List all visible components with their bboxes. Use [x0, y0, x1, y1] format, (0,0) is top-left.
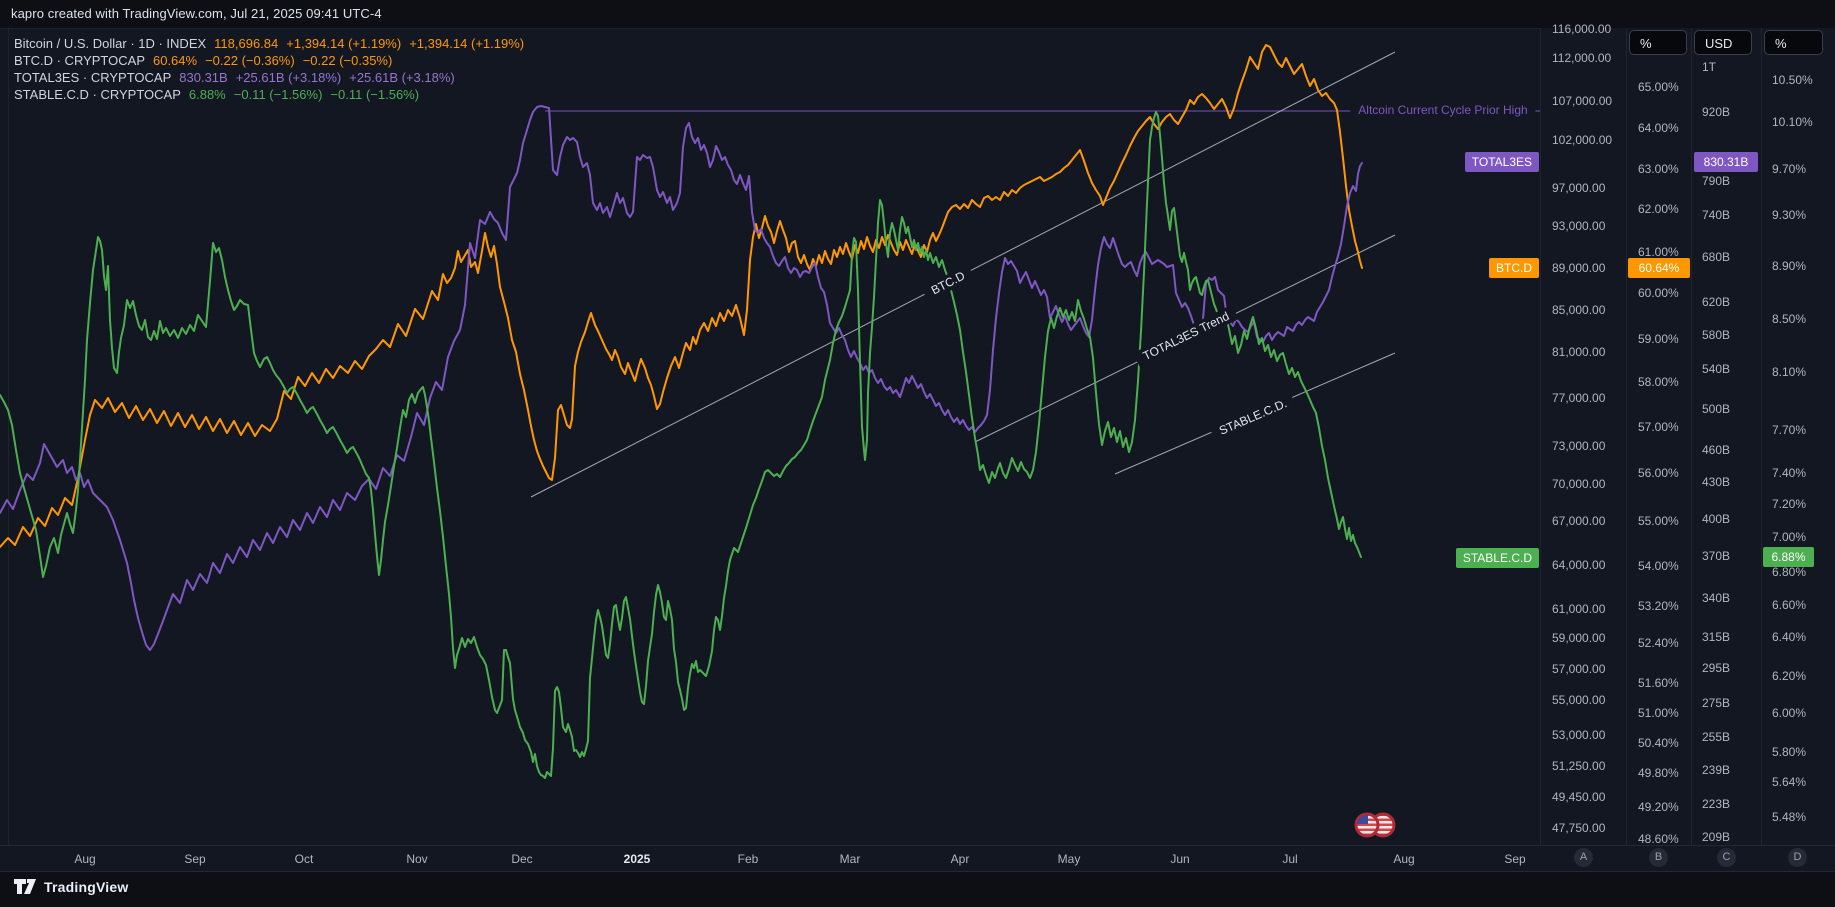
- legend-row-stablecd[interactable]: STABLE.C.D · CRYPTOCAP 6.88% −0.11 (−1.56%…: [14, 86, 524, 103]
- btc-d-trendline[interactable]: [530, 51, 1396, 498]
- bottom-bar: [0, 872, 1835, 907]
- symbol-title: Bitcoin / U.S. Dollar · 1D · INDEX: [14, 36, 207, 51]
- last-price: 60.64%: [152, 53, 198, 68]
- scale-separator: [1691, 28, 1692, 872]
- scale-unit-button-percent-2[interactable]: %: [1764, 30, 1823, 55]
- series-line-stablecd[interactable]: [0, 111, 1362, 779]
- scale-separator: [1761, 28, 1762, 872]
- price-change-ext: −0.11 (−1.56%): [330, 87, 420, 102]
- time-axis[interactable]: [0, 845, 1835, 872]
- tradingview-logo-text: TradingView: [44, 878, 129, 895]
- price-change: −0.22 (−0.36%): [205, 53, 295, 68]
- chart-left-frame: [8, 28, 9, 845]
- price-scale-pane[interactable]: [1540, 28, 1835, 872]
- price-change-ext: +25.61B (+3.18%): [349, 70, 455, 85]
- symbol-title: TOTAL3ES · CRYPTOCAP: [14, 70, 172, 85]
- scale-unit-button-percent-1[interactable]: %: [1629, 30, 1687, 55]
- tradingview-logo-icon: [14, 879, 36, 894]
- series-line-total3es[interactable]: [0, 105, 1363, 651]
- total3es-trendline[interactable]: [974, 234, 1396, 443]
- scale-separator: [1626, 28, 1627, 872]
- legend-row-btcd[interactable]: BTC.D · CRYPTOCAP 60.64% −0.22 (−0.36%) −0.…: [14, 52, 524, 69]
- scale-unit-button-usd[interactable]: USD: [1694, 30, 1752, 55]
- watermark-text: kapro created with TradingView.com, Jul …: [11, 6, 382, 21]
- last-price: 118,696.84: [214, 36, 279, 51]
- legend-row-total3es[interactable]: TOTAL3ES · CRYPTOCAP 830.31B +25.61B (+3.1…: [14, 69, 524, 86]
- price-change-ext: −0.22 (−0.35%): [302, 53, 393, 68]
- tradingview-logo[interactable]: TradingView: [13, 878, 128, 895]
- last-price: 6.88%: [188, 87, 226, 102]
- price-change: +1,394.14 (+1.19%): [286, 36, 402, 51]
- price-change: +25.61B (+3.18%): [235, 70, 342, 85]
- last-price: 830.31B: [179, 70, 228, 85]
- symbol-title: STABLE.C.D · CRYPTOCAP: [14, 87, 181, 102]
- price-change: −0.11 (−1.56%): [233, 87, 323, 102]
- us-economic-event-flag-icons[interactable]: [1352, 806, 1404, 844]
- scale-separator: [1540, 28, 1541, 872]
- stable-c-d-trendline[interactable]: [1114, 352, 1396, 475]
- price-change-ext: +1,394.14 (+1.19%): [409, 36, 525, 51]
- us-flag-icon-front: [1354, 812, 1380, 838]
- legend: Bitcoin / U.S. Dollar · 1D · INDEX 118,69…: [14, 35, 524, 103]
- price-chart-plot[interactable]: [0, 28, 1540, 845]
- symbol-title: BTC.D · CRYPTOCAP: [14, 53, 145, 68]
- series-line-btcd[interactable]: [0, 44, 1363, 548]
- legend-row-btcusd[interactable]: Bitcoin / U.S. Dollar · 1D · INDEX 118,69…: [14, 35, 524, 52]
